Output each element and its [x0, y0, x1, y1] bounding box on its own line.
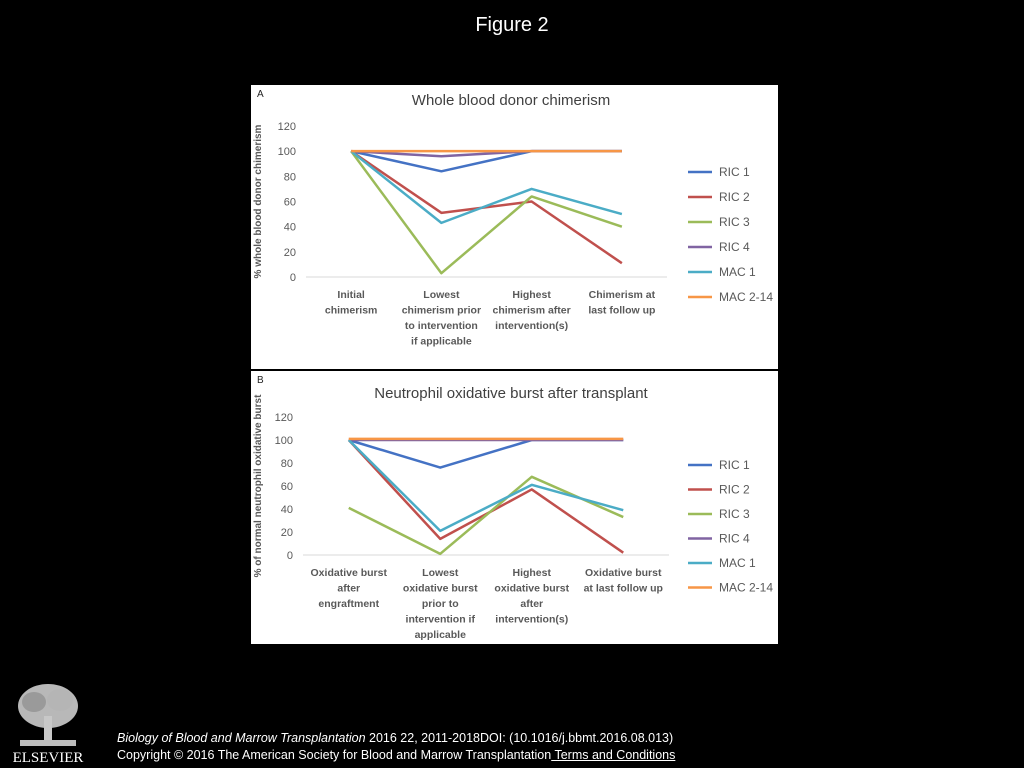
series-line-ric-3 [348, 475, 624, 556]
chart-b-svg: B Neutrophil oxidative burst after transp… [253, 375, 773, 641]
y-axis-label: % of normal neutrophil oxidative burst [253, 394, 264, 577]
y-tick-label: 80 [284, 171, 296, 183]
series-line-mac-1 [347, 439, 624, 533]
y-tick-label: 120 [275, 412, 293, 424]
y-tick-label: 0 [290, 272, 296, 284]
legend-label-mac-1: MAC 1 [719, 556, 756, 570]
chart-a-svg: A Whole blood donor chimerism % whole bloo… [253, 89, 773, 348]
y-tick-label: 0 [287, 550, 293, 562]
y-tick-label: 20 [284, 247, 296, 259]
x-tick-label: Initial chimerism [325, 289, 378, 317]
citation-footer: Biology of Blood and Marrow Transplantat… [117, 730, 675, 764]
x-tick-label: Lowest oxidative burst prior to interventio… [403, 567, 478, 641]
x-tick-label: Lowest chimerism prior to intervention if a… [402, 289, 481, 348]
legend-label-ric-3: RIC 3 [719, 215, 750, 229]
legend-label-ric-1: RIC 1 [719, 165, 750, 179]
x-tick-label: Chimerism at last follow up [588, 289, 655, 317]
y-axis-label: % whole blood donor chimerism [253, 124, 264, 278]
panel-label: B [257, 375, 264, 386]
legend-label-ric-3: RIC 3 [719, 507, 750, 521]
publisher-name: ELSEVIER [13, 750, 84, 766]
legend-label-mac-1: MAC 1 [719, 265, 756, 279]
legend-label-ric-4: RIC 4 [719, 532, 750, 546]
panel-label: A [257, 89, 264, 100]
x-tick-label: Oxidative burst after engraftment [311, 567, 388, 610]
chart-title: Neutrophil oxidative burst after transpl… [374, 385, 648, 402]
y-tick-label: 40 [284, 222, 296, 234]
x-tick-label: Oxidative burst at last follow up [584, 567, 663, 595]
x-tick-label: Highest oxidative burst after intervention(… [494, 567, 569, 626]
y-tick-label: 60 [281, 481, 293, 493]
legend-label-ric-2: RIC 2 [719, 483, 750, 497]
legend-label-mac-2-14: MAC 2-14 [719, 581, 773, 595]
y-tick-label: 20 [281, 527, 293, 539]
figure-title: Figure 2 [475, 14, 549, 36]
y-tick-label: 100 [278, 146, 296, 158]
series-line-ric-1 [348, 438, 624, 469]
chart-panel-a: A Whole blood donor chimerism % whole bloo… [251, 85, 778, 369]
x-tick-label: Highest chimerism after intervention(s) [493, 289, 571, 332]
legend-label-ric-4: RIC 4 [719, 240, 750, 254]
copyright-text: Copyright © 2016 The American Society fo… [117, 748, 552, 762]
terms-link[interactable]: Terms and Conditions [551, 748, 676, 762]
legend-label-mac-2-14: MAC 2-14 [719, 290, 773, 304]
journal-name: Biology of Blood and Marrow Transplantat… [117, 731, 366, 745]
y-tick-label: 40 [281, 504, 293, 516]
elsevier-logo: ELSEVIER [13, 684, 84, 766]
y-tick-label: 100 [275, 435, 293, 447]
y-tick-label: 60 [284, 197, 296, 209]
chart-title: Whole blood donor chimerism [412, 92, 610, 109]
series-line-mac-1 [350, 150, 623, 225]
chart-panel-b: B Neutrophil oxidative burst after transp… [251, 371, 778, 644]
y-tick-label: 120 [278, 121, 296, 133]
citation-text: 2016 22, 2011-2018DOI: (10.1016/j.bbmt.2… [365, 731, 674, 745]
legend-label-ric-1: RIC 1 [719, 458, 750, 472]
legend-label-ric-2: RIC 2 [719, 190, 750, 204]
y-tick-label: 80 [281, 458, 293, 470]
series-line-ric-3 [350, 150, 623, 275]
series-line-ric-2 [347, 439, 624, 554]
